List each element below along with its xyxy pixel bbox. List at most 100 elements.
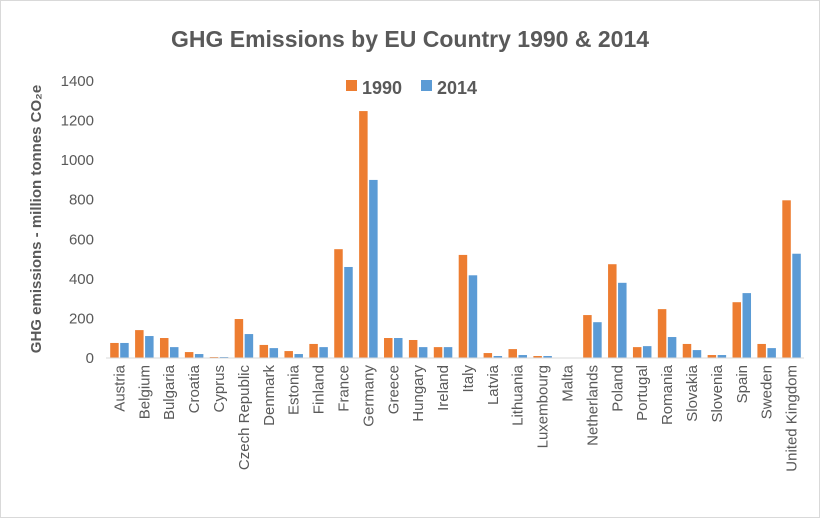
- bar-2014-croatia: [194, 354, 204, 358]
- bar-1990-latvia: [483, 353, 493, 358]
- bar-1990-lithuania: [508, 349, 517, 358]
- y-tick-label: 600: [69, 231, 94, 248]
- bar-1990-estonia: [284, 351, 293, 358]
- x-category-label: Bulgaria: [161, 364, 178, 420]
- bar-2014-slovakia: [692, 350, 702, 358]
- bar-1990-netherlands: [583, 315, 592, 358]
- y-tick-label: 800: [69, 192, 94, 209]
- x-category-label: Belgium: [136, 365, 153, 419]
- bar-2014-france: [344, 266, 353, 358]
- bar-1990-austria: [110, 342, 119, 358]
- bar-2014-denmark: [269, 348, 279, 358]
- bar-2014-germany: [369, 179, 378, 358]
- x-category-label: Hungary: [410, 365, 427, 422]
- bar-1990-ireland: [433, 347, 443, 358]
- x-category-label: Greece: [385, 365, 402, 414]
- legend-label-2014: 2014: [437, 78, 477, 98]
- bar-1990-france: [334, 249, 343, 358]
- bar-2014-ireland: [443, 347, 453, 358]
- x-category-label: Slovakia: [684, 364, 701, 421]
- bar-2014-poland: [618, 282, 627, 358]
- y-tick-label: 1000: [61, 152, 94, 169]
- bar-1990-greece: [384, 338, 393, 358]
- x-category-label: France: [335, 365, 352, 412]
- bar-1990-denmark: [259, 344, 269, 358]
- bar-1990-portugal: [632, 347, 642, 358]
- x-category-label: United Kingdom: [784, 365, 801, 472]
- x-category-label: Luxembourg: [535, 365, 552, 448]
- x-category-label: Romania: [659, 364, 676, 425]
- bar-2014-portugal: [642, 346, 652, 358]
- bar-1990-belgium: [135, 330, 144, 358]
- bar-2014-luxembourg: [543, 356, 552, 358]
- x-category-label: Spain: [734, 365, 751, 403]
- x-axis: Austria Belgium Bulgaria Croatia Cyprus Czech…: [111, 364, 800, 471]
- legend: 1990 2014: [346, 78, 477, 98]
- bar-2014-bulgaria: [169, 347, 179, 358]
- bar-1990-italy: [458, 254, 468, 358]
- x-category-label: Poland: [609, 365, 626, 412]
- bar-2014-sweden: [767, 348, 776, 358]
- y-axis: 0 200 400 600 800 1000 1200 1400: [61, 73, 94, 367]
- x-category-label: Czech Republic: [236, 365, 253, 471]
- bar-2014-belgium: [145, 336, 154, 358]
- bar-2014-hungary: [418, 347, 428, 358]
- bar-2014-estonia: [294, 354, 303, 358]
- bar-1990-luxembourg: [533, 356, 542, 358]
- x-category-label: Slovenia: [709, 364, 726, 422]
- bar-1990-sweden: [757, 343, 766, 358]
- bar-1990-slovenia: [707, 355, 717, 358]
- legend-label-1990: 1990: [362, 78, 402, 98]
- x-category-label: Latvia: [485, 364, 502, 405]
- bar-1990-hungary: [408, 339, 418, 358]
- y-tick-label: 1400: [61, 73, 94, 90]
- y-tick-label: 0: [86, 350, 94, 367]
- bar-1990-romania: [657, 309, 667, 358]
- bar-2014-czech-republic: [244, 334, 254, 358]
- x-category-label: Netherlands: [584, 365, 601, 446]
- x-category-label: Germany: [360, 365, 377, 427]
- x-category-label: Lithuania: [510, 364, 527, 426]
- bar-1990-czech-republic: [234, 319, 244, 358]
- legend-swatch-2014: [421, 80, 432, 91]
- bar-1990-bulgaria: [159, 338, 169, 358]
- bar-1990-united-kingdom: [782, 200, 791, 358]
- x-category-label: Croatia: [186, 364, 203, 413]
- bar-1990-germany: [359, 111, 368, 359]
- x-category-label: Finland: [311, 365, 328, 414]
- bar-2014-romania: [667, 337, 677, 358]
- x-category-label: Italy: [460, 365, 477, 393]
- bar-2014-united-kingdom: [792, 253, 801, 358]
- bar-2014-italy: [468, 275, 478, 358]
- bar-2014-greece: [394, 338, 403, 358]
- x-category-label: Cyprus: [211, 365, 228, 413]
- bar-2014-austria: [120, 342, 129, 358]
- y-axis-label: GHG emissions - million tonnes CO₂e: [28, 85, 45, 353]
- y-tick-label: 400: [69, 271, 94, 288]
- bar-1990-slovakia: [682, 343, 692, 358]
- y-tick-label: 200: [69, 310, 94, 327]
- bar-2014-spain: [742, 293, 752, 358]
- x-category-label: Ireland: [435, 365, 452, 411]
- x-category-label: Portugal: [634, 365, 651, 421]
- x-category-label: Denmark: [261, 365, 278, 426]
- bar-1990-spain: [732, 302, 742, 358]
- bar-1990-finland: [309, 343, 318, 358]
- bar-1990-croatia: [184, 352, 194, 358]
- bar-2014-latvia: [493, 356, 503, 358]
- x-category-label: Estonia: [286, 364, 303, 415]
- bar-2014-finland: [319, 347, 328, 358]
- chart-title: GHG Emissions by EU Country 1990 & 2014: [171, 26, 649, 52]
- x-category-label: Sweden: [759, 365, 776, 419]
- y-tick-label: 1200: [61, 113, 94, 130]
- x-category-label: Austria: [111, 364, 128, 411]
- bar-2014-netherlands: [593, 322, 602, 358]
- bar-2014-slovenia: [717, 355, 727, 358]
- x-category-label: Malta: [560, 364, 577, 401]
- legend-swatch-1990: [346, 80, 357, 91]
- bar-1990-poland: [608, 264, 617, 358]
- bars: [110, 111, 801, 359]
- bar-2014-lithuania: [518, 355, 527, 358]
